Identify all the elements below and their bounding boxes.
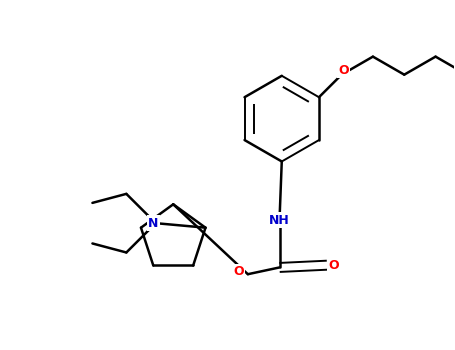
Text: NH: NH: [269, 214, 290, 226]
Text: O: O: [233, 265, 244, 279]
Text: O: O: [329, 259, 339, 272]
Text: N: N: [148, 217, 159, 230]
Text: O: O: [339, 64, 349, 77]
